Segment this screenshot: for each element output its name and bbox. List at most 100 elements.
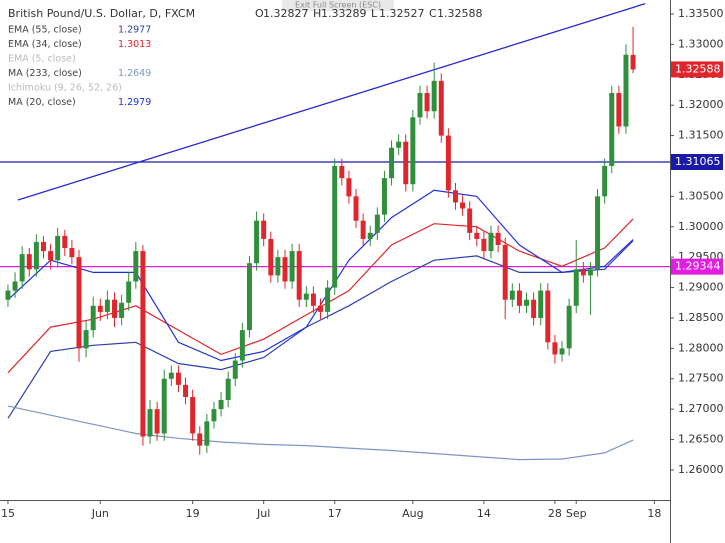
candle-body bbox=[531, 299, 537, 318]
candle-body bbox=[438, 80, 444, 136]
legend-title: British Pound/U.S. Dollar, D, FXCM bbox=[8, 7, 195, 20]
candle-body bbox=[346, 178, 352, 197]
candle-body bbox=[190, 396, 196, 434]
legend-value: 1.2649 bbox=[118, 68, 151, 79]
candle-body bbox=[76, 257, 82, 349]
y-tick-label: 1.32000 bbox=[678, 98, 724, 111]
x-tick-label: Jun bbox=[91, 507, 109, 520]
candle-body bbox=[154, 409, 160, 434]
legend-entry: EMA (34, close) bbox=[8, 39, 82, 50]
candle-body bbox=[367, 232, 373, 239]
candle-body bbox=[12, 281, 18, 291]
indicator-line bbox=[7, 405, 634, 461]
candle-body bbox=[140, 251, 146, 437]
candle-body bbox=[69, 248, 75, 258]
candle-body bbox=[580, 269, 586, 276]
candle-body bbox=[488, 232, 494, 252]
candle-body bbox=[268, 238, 274, 276]
last-price-box bbox=[671, 61, 723, 78]
candle-body bbox=[48, 251, 54, 261]
candle-body bbox=[33, 241, 39, 270]
y-tick-label: 1.28500 bbox=[678, 311, 724, 324]
candle-body bbox=[403, 141, 409, 185]
candle-body bbox=[509, 290, 515, 300]
candle-body bbox=[133, 251, 139, 282]
candle-body bbox=[389, 147, 395, 179]
candle-body bbox=[452, 190, 458, 203]
candle-body bbox=[104, 299, 110, 312]
candle-body bbox=[381, 178, 387, 215]
candle-body bbox=[431, 80, 437, 112]
candle-body bbox=[566, 305, 572, 349]
x-tick-label: 28 bbox=[548, 507, 562, 520]
exit-fullscreen-button[interactable] bbox=[282, 0, 394, 11]
level-price-box bbox=[671, 154, 723, 171]
candle-body bbox=[616, 93, 622, 127]
candle-body bbox=[83, 330, 89, 349]
ohlc-value: 1.32827 bbox=[263, 7, 309, 20]
candle-body bbox=[40, 241, 46, 252]
ohlc-letter: H bbox=[313, 7, 321, 20]
x-tick-label: 15 bbox=[1, 507, 15, 520]
x-tick-label: 18 bbox=[647, 507, 661, 520]
candle-body bbox=[19, 254, 25, 282]
ohlc-value: 1.32527 bbox=[379, 7, 425, 20]
candle-body bbox=[460, 202, 466, 209]
candle-body bbox=[119, 302, 125, 318]
candle-body bbox=[595, 196, 601, 270]
candle-body bbox=[417, 93, 423, 118]
candle-body bbox=[296, 251, 302, 300]
candle-body bbox=[332, 165, 338, 288]
candle-body bbox=[410, 117, 416, 185]
candle-body bbox=[204, 421, 210, 446]
y-tick-label: 1.33000 bbox=[678, 37, 724, 50]
candle-body bbox=[218, 400, 224, 410]
candle-body bbox=[552, 342, 558, 355]
legend-entry: EMA (55, close) bbox=[8, 25, 82, 36]
y-tick-label: 1.26500 bbox=[678, 433, 724, 446]
y-tick-label: 1.27000 bbox=[678, 402, 724, 415]
candle-body bbox=[374, 214, 380, 233]
candle-body bbox=[55, 235, 61, 261]
candle-body bbox=[445, 135, 451, 191]
last-price-label: 1.32588 bbox=[675, 62, 721, 75]
candle-body bbox=[587, 269, 593, 276]
x-tick-label: 14 bbox=[477, 507, 491, 520]
candle-body bbox=[183, 384, 189, 397]
legend-entry-hidden: EMA (5, close) bbox=[8, 54, 76, 65]
legend-entry-hidden: Ichimoku (9, 26, 52, 26) bbox=[8, 83, 122, 94]
candle-body bbox=[62, 235, 68, 249]
candle-body bbox=[126, 281, 132, 303]
candle-body bbox=[282, 257, 288, 282]
legend-value: 1.3013 bbox=[118, 39, 151, 50]
candle-body bbox=[246, 263, 252, 331]
candle-body bbox=[254, 220, 260, 264]
candle-body bbox=[623, 54, 629, 127]
candle-body bbox=[197, 433, 203, 446]
candle-body bbox=[353, 196, 359, 221]
candle-body bbox=[275, 257, 281, 276]
candle-body bbox=[239, 330, 245, 361]
y-tick-label: 1.30500 bbox=[678, 189, 724, 202]
ohlc-letter: O bbox=[255, 7, 264, 20]
candle-body bbox=[26, 254, 32, 270]
candle-body bbox=[211, 409, 217, 422]
candle-body bbox=[630, 54, 636, 70]
legend-entry: MA (20, close) bbox=[8, 97, 76, 108]
y-tick-label: 1.27500 bbox=[678, 372, 724, 385]
candle-body bbox=[396, 141, 402, 148]
candle-body bbox=[5, 290, 11, 300]
y-tick-label: 1.33500 bbox=[678, 7, 724, 20]
y-tick-label: 1.30000 bbox=[678, 220, 724, 233]
legend-value: 1.2979 bbox=[118, 97, 151, 108]
candle-body bbox=[495, 232, 501, 245]
candle-body bbox=[424, 93, 430, 112]
level-price-label: 1.29344 bbox=[675, 260, 721, 273]
candle-body bbox=[232, 360, 238, 379]
plot-area bbox=[0, 3, 670, 461]
exit-fullscreen-text[interactable]: Exit Full Screen (ESC) bbox=[295, 1, 381, 10]
candle-body bbox=[161, 378, 167, 434]
candle-body bbox=[516, 290, 522, 306]
candle-body bbox=[609, 93, 615, 166]
